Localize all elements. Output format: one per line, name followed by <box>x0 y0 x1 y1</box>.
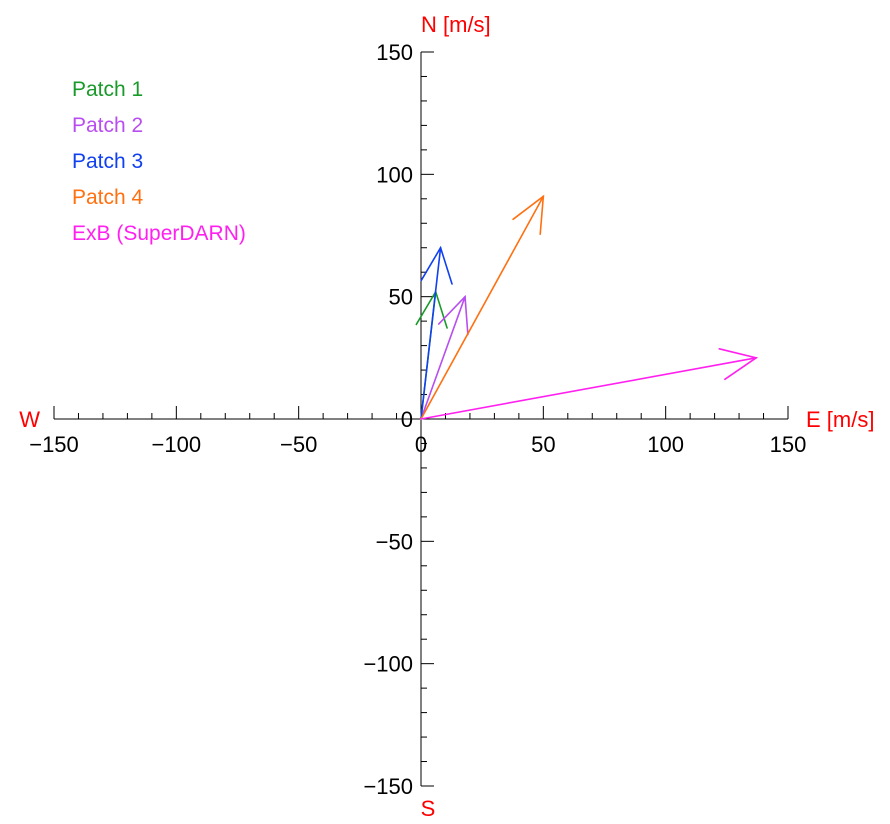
axes-layer: −150 −100 −50 50 100 150 −150 −100 −50 50 100 150 <box>29 40 806 799</box>
y-tick-label: −50 <box>376 529 413 554</box>
vectors-layer <box>415 194 759 420</box>
vector-shaft-exb-superdarn <box>420 357 757 420</box>
vector-shaft-patch-4 <box>420 195 545 420</box>
x-tick-label: −50 <box>280 432 317 457</box>
x-tick-label: −100 <box>152 432 202 457</box>
legend-entry-patch-1: Patch 1 <box>72 78 143 101</box>
legend-entry-patch-2: Patch 2 <box>72 114 143 137</box>
south-label: S <box>421 796 436 821</box>
vector-shaft-patch-3 <box>420 246 442 420</box>
legend-entry-patch-4: Patch 4 <box>72 186 144 209</box>
y-tick-label: −100 <box>363 652 413 677</box>
legend: Patch 1 Patch 2 Patch 3 Patch 4 ExB (Sup… <box>72 78 246 245</box>
x-tick-label: 150 <box>770 432 807 457</box>
vector-exb-superdarn <box>420 348 759 420</box>
vector-arrowhead-patch-2 <box>437 294 469 336</box>
origin-y-tick-label: 0 <box>401 407 413 432</box>
vector-arrowhead-exb-superdarn <box>718 348 759 381</box>
vector-patch-3 <box>420 245 453 420</box>
x-tick-label: −150 <box>29 432 79 457</box>
vector-arrowhead-patch-4 <box>512 194 545 236</box>
y-tick-label: 50 <box>389 285 413 310</box>
north-label: N [m/s] <box>421 12 491 37</box>
origin-x-tick-label: 0 <box>415 432 427 457</box>
vector-arrowhead-patch-3 <box>420 245 453 285</box>
vector-shaft-patch-2 <box>420 295 466 420</box>
legend-entry-exb-superdarn: ExB (SuperDARN) <box>72 222 246 245</box>
y-tick-label: 100 <box>376 162 413 187</box>
vector-patch-4 <box>420 194 545 420</box>
y-tick-label: −150 <box>363 774 413 799</box>
legend-entry-patch-3: Patch 3 <box>72 150 143 173</box>
x-tick-label: 50 <box>531 432 555 457</box>
vector-patch-2 <box>420 294 469 420</box>
west-label: W <box>19 407 40 432</box>
x-tick-label: 100 <box>647 432 684 457</box>
east-label: E [m/s] <box>806 407 874 432</box>
y-tick-label: 150 <box>376 40 413 65</box>
